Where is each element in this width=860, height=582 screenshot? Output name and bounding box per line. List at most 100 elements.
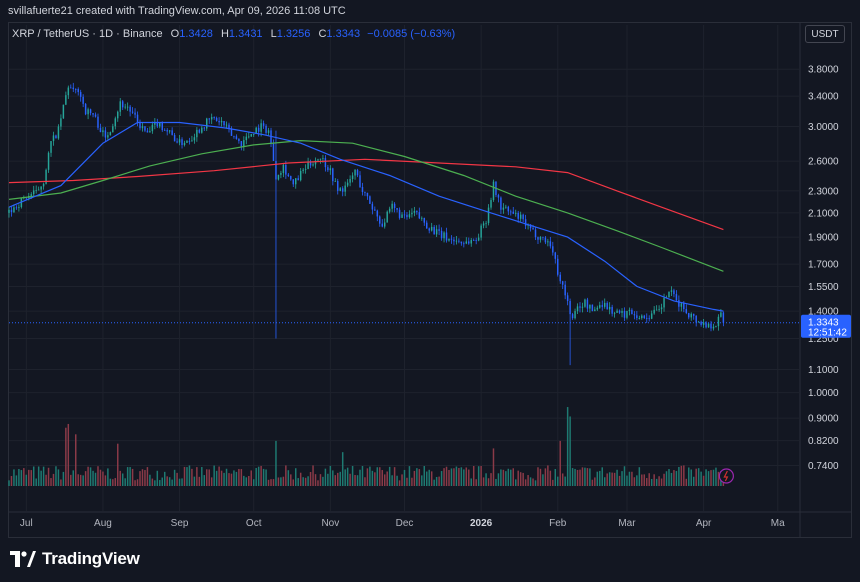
volume-bar <box>396 475 398 486</box>
candle-body <box>552 246 554 253</box>
candle-body <box>121 101 124 108</box>
candle-body <box>517 212 519 219</box>
candle-body <box>690 313 692 318</box>
candle-body <box>616 310 618 313</box>
volume-bar <box>386 471 388 486</box>
volume-bar <box>613 472 616 486</box>
y-tick-label: 1.5500 <box>808 282 839 293</box>
x-tick-label: Feb <box>549 518 567 529</box>
volume-bar <box>8 480 10 486</box>
candle-body <box>391 203 393 209</box>
volume-bar <box>383 474 386 486</box>
volume-bar <box>717 471 720 486</box>
volume-bar <box>381 470 383 486</box>
candle-body <box>139 121 141 129</box>
candle-body <box>477 237 480 241</box>
candle-body <box>421 217 423 219</box>
volume-bar <box>349 473 351 486</box>
candle-body <box>272 143 275 161</box>
volume-bar <box>297 478 299 486</box>
candle-body <box>55 135 57 139</box>
volume-bar <box>265 469 267 486</box>
x-tick-label: Jul <box>20 518 33 529</box>
lightning-icon <box>718 468 734 484</box>
volume-bar <box>20 470 23 486</box>
candle-body <box>285 164 287 175</box>
candle-body <box>77 89 79 93</box>
volume-bar <box>712 469 715 486</box>
x-tick-label: Ma <box>771 518 785 529</box>
currency-button[interactable]: USDT <box>805 25 845 43</box>
volume-bar <box>685 478 688 486</box>
candle-body <box>161 122 163 131</box>
volume-bar <box>366 468 369 486</box>
candle-body <box>416 210 418 213</box>
candle-body <box>707 323 710 328</box>
candle-body <box>334 181 337 182</box>
volume-bar <box>23 468 25 486</box>
candle-body <box>65 95 67 105</box>
volume-bar <box>45 474 47 486</box>
volume-bar <box>294 468 297 486</box>
candle-body <box>35 190 37 191</box>
volume-bar <box>290 474 292 486</box>
candle-body <box>492 181 495 201</box>
candle-body <box>52 135 55 142</box>
candle-body <box>532 228 534 230</box>
candle-body <box>646 318 648 319</box>
candle-body <box>82 96 84 104</box>
volume-bar <box>416 468 418 486</box>
change-value: −0.0085 (−0.63%) <box>367 28 456 40</box>
candle-body <box>468 241 470 244</box>
volume-bar <box>163 471 166 486</box>
volume-bar <box>552 479 554 486</box>
candle-body <box>702 322 705 325</box>
candle-body <box>497 195 500 198</box>
candle-body <box>386 211 388 223</box>
candle-body <box>57 126 60 139</box>
volume-bar <box>517 470 519 486</box>
candle-body <box>117 111 119 119</box>
high-value: 1.3431 <box>228 28 263 40</box>
candle-body <box>275 160 277 180</box>
volume-bar <box>628 471 631 486</box>
candle-body <box>294 178 297 185</box>
candle-body <box>337 181 339 191</box>
volume-bar <box>519 472 522 486</box>
volume-bar <box>460 467 463 486</box>
volume-bar <box>107 468 109 486</box>
chart-frame[interactable] <box>8 22 852 538</box>
x-tick-label: Aug <box>94 518 112 529</box>
volume-bar <box>668 469 670 486</box>
volume-bar <box>361 465 364 486</box>
volume-bar <box>329 465 332 486</box>
volume-bar <box>30 470 32 486</box>
x-tick-label: Apr <box>696 518 712 529</box>
candle-body <box>99 127 102 133</box>
y-tick-label: 0.7400 <box>808 461 839 472</box>
volume-bar <box>65 427 67 486</box>
symbol-label[interactable]: XRP / TetherUS · 1D · Binance <box>12 28 163 40</box>
candle-body <box>472 240 475 241</box>
y-tick-label: 3.4000 <box>808 92 839 103</box>
volume-bar <box>403 469 406 486</box>
volume-bar <box>40 470 42 486</box>
volume-bar <box>586 468 589 486</box>
volume-bar <box>581 467 584 486</box>
candle-body <box>599 305 601 308</box>
candle-body <box>203 127 206 129</box>
candle-body <box>240 141 243 147</box>
volume-bar <box>134 480 136 486</box>
candle-body <box>559 274 561 282</box>
volume-bar <box>673 470 675 486</box>
candle-body <box>144 126 146 131</box>
candle-body <box>591 304 594 312</box>
volume-bar <box>35 478 37 486</box>
volume-bar <box>191 468 193 486</box>
volume-bar <box>109 478 112 486</box>
y-tick-label: 1.9000 <box>808 233 839 244</box>
candlestick-chart[interactable]: 3.8000 3.4000 3.0000 2.6000 2.3000 2.1000 1.90… <box>0 0 860 540</box>
candle-body <box>70 87 72 89</box>
tradingview-logo[interactable]: TradingView <box>10 548 140 570</box>
candle-body <box>327 167 329 171</box>
